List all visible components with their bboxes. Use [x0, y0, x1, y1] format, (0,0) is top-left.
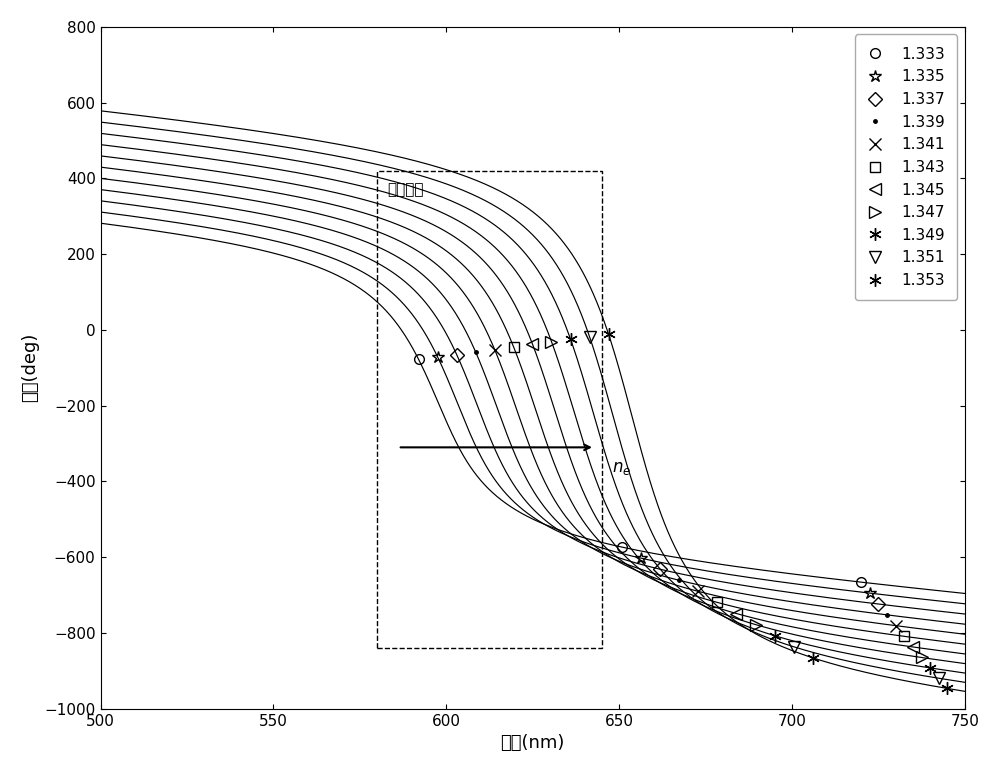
X-axis label: 波长(nm): 波长(nm) — [500, 734, 565, 752]
Text: 放大区间: 放大区间 — [387, 182, 424, 197]
Legend: 1.333, 1.335, 1.337, 1.339, 1.341, 1.343, 1.345, 1.347, 1.349, 1.351, 1.353: 1.333, 1.335, 1.337, 1.339, 1.341, 1.343… — [855, 35, 957, 300]
Bar — [377, 171, 602, 648]
Text: $n_e$: $n_e$ — [612, 458, 631, 477]
Y-axis label: 相位(deg): 相位(deg) — [21, 333, 39, 403]
